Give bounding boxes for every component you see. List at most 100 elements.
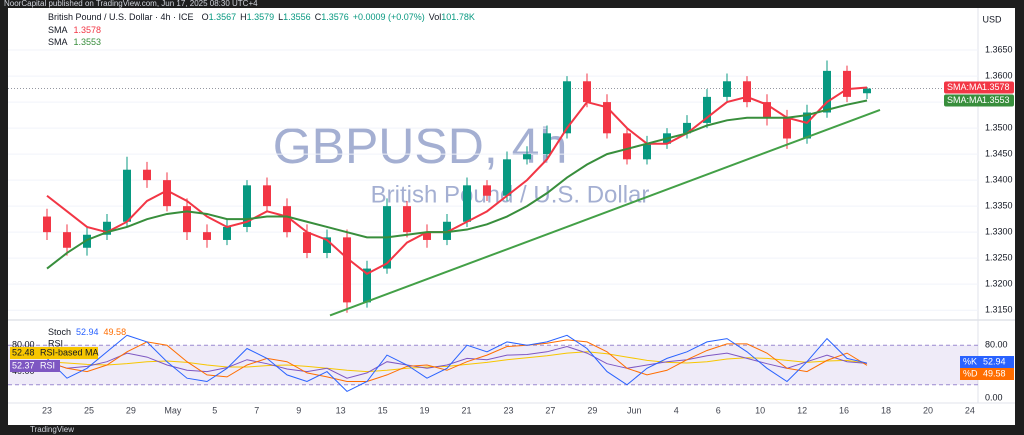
y-tick-label: 1.3250 — [985, 253, 1013, 263]
osc-tag-name: RSI-based MA — [40, 347, 99, 357]
stoch-name: Stoch — [48, 327, 71, 337]
osc-tag-box — [10, 360, 60, 372]
volume-label: Vol — [429, 12, 442, 22]
brand: TradingView — [30, 425, 74, 434]
candle-body — [263, 185, 271, 207]
y-tick-label: 1.3450 — [985, 148, 1013, 158]
sma-line — [46, 99, 868, 270]
x-tick-label: 25 — [84, 405, 94, 415]
candle-body — [763, 102, 771, 118]
candle-body — [503, 159, 511, 196]
x-tick-label: 23 — [503, 405, 513, 415]
ohlc-value: 1.3576 — [321, 12, 349, 22]
osc-tick-label: 0.00 — [985, 392, 1003, 402]
candle-body — [243, 185, 251, 227]
ohlc-label: C — [315, 12, 322, 22]
osc-right-tag — [960, 368, 1014, 380]
candle-body — [823, 70, 831, 113]
y-tick-label: 1.3600 — [985, 70, 1013, 80]
x-tick-label: Jun — [627, 405, 642, 415]
sma-tag-box — [944, 94, 1014, 107]
osc-right-value: 52.94 — [983, 356, 1006, 366]
osc-right-name: %K — [963, 356, 977, 366]
x-tick-label: 13 — [336, 405, 346, 415]
candle-body — [683, 122, 691, 134]
candle-body — [143, 169, 151, 181]
candle-body — [843, 70, 851, 97]
x-tick-label: 12 — [797, 405, 807, 415]
candle-body — [563, 81, 571, 134]
x-tick-label: 29 — [126, 405, 136, 415]
candle-body — [103, 221, 111, 235]
osc-right-tag — [960, 356, 1014, 368]
candle-body — [283, 206, 291, 233]
x-tick-label: 19 — [420, 405, 430, 415]
x-tick-label: 4 — [674, 405, 679, 415]
candle-body — [543, 133, 551, 155]
currency-label: USD — [982, 14, 1002, 24]
publisher-line: NoorCapital published on TradingView.com… — [4, 0, 258, 8]
x-tick-label: 24 — [965, 405, 975, 415]
osc-tag-box — [10, 347, 98, 359]
osc-tag-value: 52.37 — [12, 360, 35, 370]
candle-body — [483, 185, 491, 196]
stoch-d: 49.58 — [104, 327, 127, 337]
ohlc-label: L — [278, 12, 283, 22]
y-tick-label: 1.3350 — [985, 201, 1013, 211]
ohlc-value: 1.3556 — [283, 12, 311, 22]
ohlc-value: 1.3567 — [209, 12, 237, 22]
y-tick-label: 1.3500 — [985, 122, 1013, 132]
candle-body — [183, 206, 191, 233]
candle-body — [403, 206, 411, 233]
y-tick-label: 1.3200 — [985, 279, 1013, 289]
candle-body — [583, 81, 591, 103]
osc-band — [8, 345, 978, 385]
volume: 101.78K — [441, 12, 475, 22]
ohlc-value: 1.3579 — [247, 12, 275, 22]
candle-body — [463, 185, 471, 222]
stoch-k: 52.94 — [76, 327, 99, 337]
candle-body — [703, 96, 711, 123]
osc-left-tick-label: 80.00 — [12, 340, 35, 350]
osc-right-value: 49.58 — [983, 368, 1006, 378]
osc-rsi-line — [46, 345, 868, 379]
y-tick-label: 1.3400 — [985, 175, 1013, 185]
sma-legend: SMA 1.3553 — [48, 37, 101, 47]
candle-body — [223, 226, 231, 240]
sma-tag-box — [944, 81, 1014, 94]
candle-body — [163, 180, 171, 207]
x-tick-label: 15 — [378, 405, 388, 415]
sma-tag-name: SMA:MA — [947, 95, 983, 105]
ohlc-label: H — [240, 12, 247, 22]
sma-legend: SMA 1.3578 — [48, 25, 101, 35]
x-tick-label: May — [164, 405, 182, 415]
candle-body — [803, 112, 811, 139]
candle-body — [863, 88, 871, 94]
header: British Pound / U.S. Dollar · 4h · ICE O1… — [48, 12, 475, 22]
x-tick-label: 10 — [755, 405, 765, 415]
candle-body — [83, 234, 91, 248]
sma-line — [46, 86, 868, 275]
x-tick-label: 5 — [212, 405, 217, 415]
candle-body — [643, 143, 651, 160]
x-tick-label: 29 — [587, 405, 597, 415]
symbol-title: British Pound / U.S. Dollar · 4h · ICE — [48, 12, 194, 22]
trendline — [329, 108, 881, 317]
x-tick-label: 6 — [716, 405, 721, 415]
sma-tag-value: 1.3553 — [982, 95, 1010, 105]
osc-tag-name: RSI — [40, 360, 55, 370]
candle-body — [743, 81, 751, 103]
x-tick-label: 20 — [923, 405, 933, 415]
candle-body — [423, 232, 431, 240]
osc-tick-label: 80.00 — [985, 340, 1008, 350]
osc-tag-value: 52.48 — [12, 347, 35, 357]
sma-name: SMA — [48, 37, 68, 47]
ohlc-label: O — [202, 12, 209, 22]
x-tick-label: 9 — [296, 405, 301, 415]
candle-body — [723, 81, 731, 97]
change: +0.0009 (+0.07%) — [353, 12, 425, 22]
x-tick-label: 7 — [254, 405, 259, 415]
sma-name: SMA — [48, 25, 68, 35]
